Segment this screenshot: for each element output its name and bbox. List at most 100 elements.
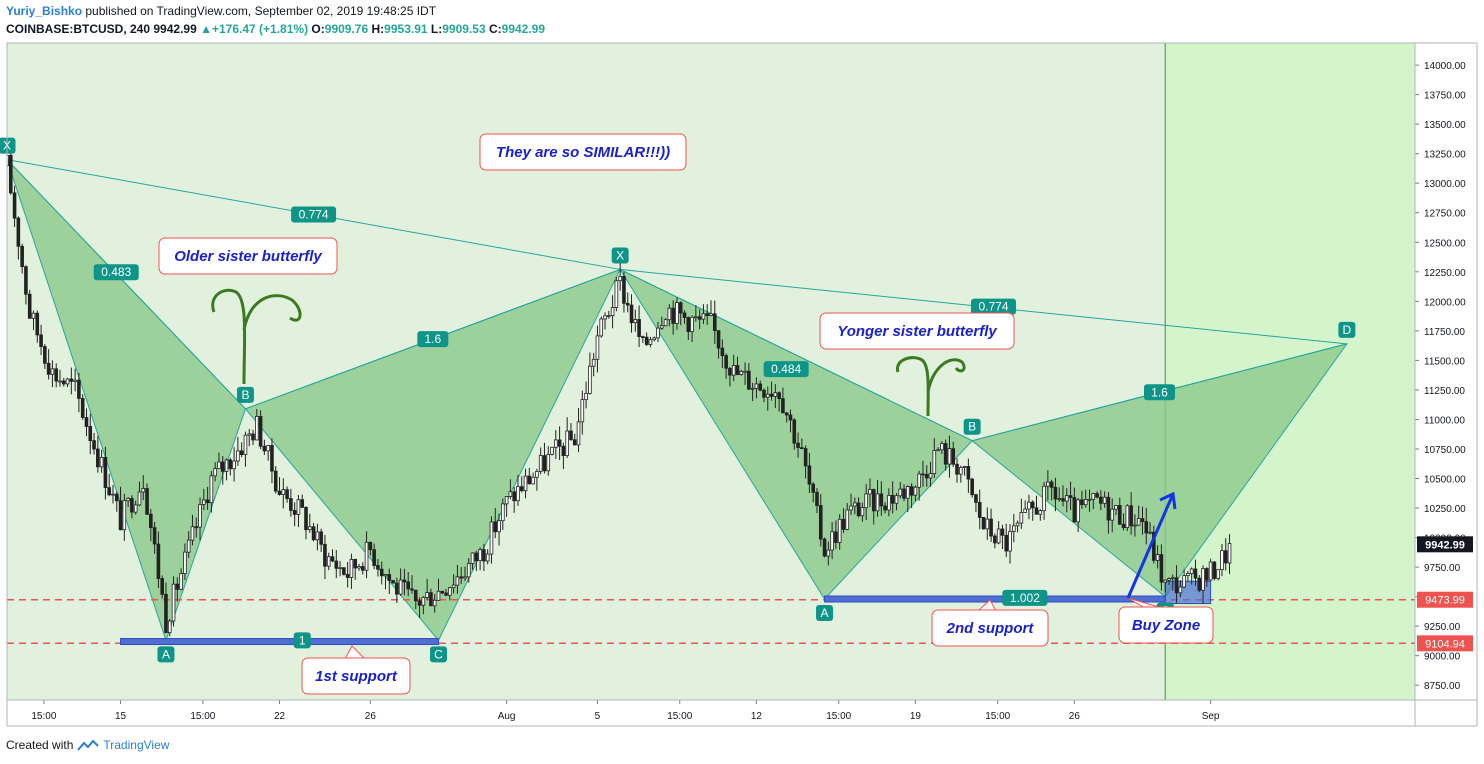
candle-body xyxy=(183,551,187,574)
candle-body xyxy=(1163,579,1167,583)
candle-body xyxy=(1186,573,1190,576)
candle-body xyxy=(837,518,842,543)
candle-body xyxy=(1030,501,1035,509)
candle-body xyxy=(648,339,653,345)
candle-body xyxy=(485,553,490,562)
y-tick-label: 11500.00 xyxy=(1424,356,1465,367)
plot-area xyxy=(7,142,1415,646)
candle-body xyxy=(569,430,573,441)
candle-body xyxy=(1182,575,1186,588)
candle-body xyxy=(864,493,868,509)
candle-body xyxy=(747,370,751,390)
candle-body xyxy=(1212,561,1217,579)
x-tick-label: 12 xyxy=(751,711,763,722)
candle-body xyxy=(777,392,781,399)
y-tick-label: 12750.00 xyxy=(1424,209,1466,220)
candle-body xyxy=(535,471,539,478)
candle-body xyxy=(818,505,823,540)
candle-body xyxy=(421,597,426,606)
candle-body xyxy=(678,302,683,314)
tradingview-brand-link[interactable]: TradingView xyxy=(103,738,170,752)
candle-body xyxy=(754,383,759,389)
candle-body xyxy=(902,488,906,499)
candle-body xyxy=(1068,495,1073,498)
candle-body xyxy=(84,417,89,427)
candle-body xyxy=(27,293,32,319)
candle-body xyxy=(160,578,164,595)
candle-body xyxy=(1087,498,1092,501)
candle-body xyxy=(126,498,130,502)
change-text: +176.47 (+1.81%) xyxy=(212,22,309,36)
candle-body xyxy=(175,583,180,590)
point-label-c-bg xyxy=(429,646,447,663)
candle-body xyxy=(1223,550,1228,564)
candle-body xyxy=(228,459,233,470)
price-axis-badge xyxy=(1417,635,1473,652)
author-link[interactable]: Yuriy_Bishko xyxy=(6,4,83,18)
ratio-label: 1.002 xyxy=(1002,589,1048,606)
candle-body xyxy=(1057,498,1062,500)
candle-body xyxy=(338,567,342,570)
candle-body xyxy=(731,365,736,376)
candle-body xyxy=(482,549,486,562)
candle-body xyxy=(353,558,358,569)
candle-body xyxy=(46,362,51,375)
candle-body xyxy=(493,521,498,533)
candle-body xyxy=(516,486,520,502)
candle-body xyxy=(1125,505,1130,528)
candle-body xyxy=(868,489,872,495)
candle-body xyxy=(413,589,418,602)
candle-body xyxy=(641,336,645,338)
candle-body xyxy=(652,337,657,341)
point-label-b-text: B xyxy=(241,388,249,402)
ratio-label-bg xyxy=(293,632,311,649)
candle-body xyxy=(289,498,293,511)
callout-younger-sister-text: Yonger sister butterfly xyxy=(837,323,997,340)
candle-body xyxy=(296,499,301,515)
candle-body xyxy=(111,493,115,496)
candles xyxy=(7,142,1232,637)
candle-body xyxy=(1174,577,1179,594)
candle-body xyxy=(887,495,891,511)
y-tick-label: 10750.00 xyxy=(1424,445,1466,456)
candle-body xyxy=(179,573,183,590)
callout-similar-box xyxy=(479,133,687,171)
candle-body xyxy=(1034,507,1039,515)
candle-body xyxy=(527,475,532,485)
candle-body xyxy=(985,518,990,530)
ohlc-line: COINBASE:BTCUSD, 240 9942.99 ▲+176.47 (+… xyxy=(6,22,545,36)
candle-body xyxy=(584,392,588,401)
callout-1st-support-box xyxy=(301,657,411,695)
candle-body xyxy=(451,584,456,589)
candle-body xyxy=(432,599,437,607)
candle-body xyxy=(538,455,543,472)
y-tick-label: 10250.00 xyxy=(1424,504,1466,515)
up-arrow-icon: ▲ xyxy=(200,22,212,36)
candle-body xyxy=(572,439,577,446)
candle-body xyxy=(152,527,157,545)
candle-body xyxy=(425,592,429,598)
candle-body xyxy=(171,583,176,622)
candle-body xyxy=(762,389,766,398)
callout-similar: They are so SIMILAR!!!)) xyxy=(479,133,687,171)
point-label-c-text: C xyxy=(434,647,443,661)
point-label-b-bg xyxy=(236,386,254,403)
candle-body xyxy=(671,307,675,324)
candle-body xyxy=(993,535,997,544)
candle-body xyxy=(1227,543,1232,564)
candle-body xyxy=(478,549,482,562)
candle-body xyxy=(444,592,448,596)
candle-body xyxy=(796,442,800,449)
point-label-a: A xyxy=(816,605,834,622)
price-axis-badge-text: 9473.99 xyxy=(1425,595,1465,607)
candle-body xyxy=(103,456,108,488)
candle-body xyxy=(894,495,899,504)
candle-body xyxy=(1144,521,1149,534)
candle-body xyxy=(1159,554,1164,583)
candle-body xyxy=(307,526,312,531)
candle-body xyxy=(118,500,123,531)
ratio-label-text: 1.6 xyxy=(424,332,441,346)
candle-body xyxy=(550,446,554,455)
candle-body xyxy=(841,518,846,530)
